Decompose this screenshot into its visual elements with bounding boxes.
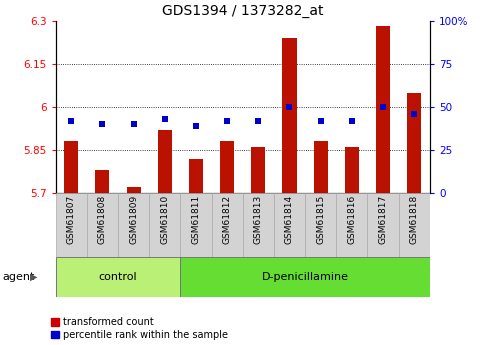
Text: GSM61812: GSM61812 [223,195,232,244]
Title: GDS1394 / 1373282_at: GDS1394 / 1373282_at [162,4,324,18]
Text: GSM61807: GSM61807 [67,195,76,244]
Text: GSM61818: GSM61818 [410,195,419,244]
Point [129,121,137,127]
Text: GSM61809: GSM61809 [129,195,138,244]
Point [99,121,106,127]
Point [161,116,169,122]
Text: agent: agent [2,272,35,282]
Bar [127,187,141,193]
Text: GSM61808: GSM61808 [98,195,107,244]
Text: GSM61811: GSM61811 [191,195,200,244]
Legend: transformed count, percentile rank within the sample: transformed count, percentile rank withi… [51,317,228,340]
Text: control: control [99,272,137,282]
Point [285,104,293,110]
Text: GSM61810: GSM61810 [160,195,169,244]
Bar [149,193,180,257]
Text: GSM61815: GSM61815 [316,195,325,244]
Text: GSM61817: GSM61817 [379,195,387,244]
Point [255,118,262,124]
Bar [158,130,172,193]
Point [379,104,387,110]
Text: GSM61816: GSM61816 [347,195,356,244]
Point [223,118,231,124]
Point [317,118,325,124]
Bar [180,193,212,257]
Text: ▶: ▶ [30,272,38,282]
Bar [56,257,180,297]
Bar [64,141,78,193]
Bar [87,193,118,257]
Bar [376,27,390,193]
Bar [313,141,327,193]
Point [67,118,75,124]
Point [411,111,418,117]
Text: D-penicillamine: D-penicillamine [262,272,349,282]
Bar [274,193,305,257]
Bar [242,193,274,257]
Bar [180,257,430,297]
Text: GSM61813: GSM61813 [254,195,263,244]
Bar [368,193,398,257]
Bar [212,193,242,257]
Bar [95,170,109,193]
Bar [56,193,87,257]
Bar [251,147,265,193]
Text: GSM61814: GSM61814 [285,195,294,244]
Point [348,118,356,124]
Bar [345,147,359,193]
Point [192,123,200,129]
Bar [118,193,149,257]
Bar [407,92,421,193]
Bar [305,193,336,257]
Bar [283,38,297,193]
Bar [336,193,368,257]
Bar [220,141,234,193]
Bar [398,193,430,257]
Bar [189,159,203,193]
